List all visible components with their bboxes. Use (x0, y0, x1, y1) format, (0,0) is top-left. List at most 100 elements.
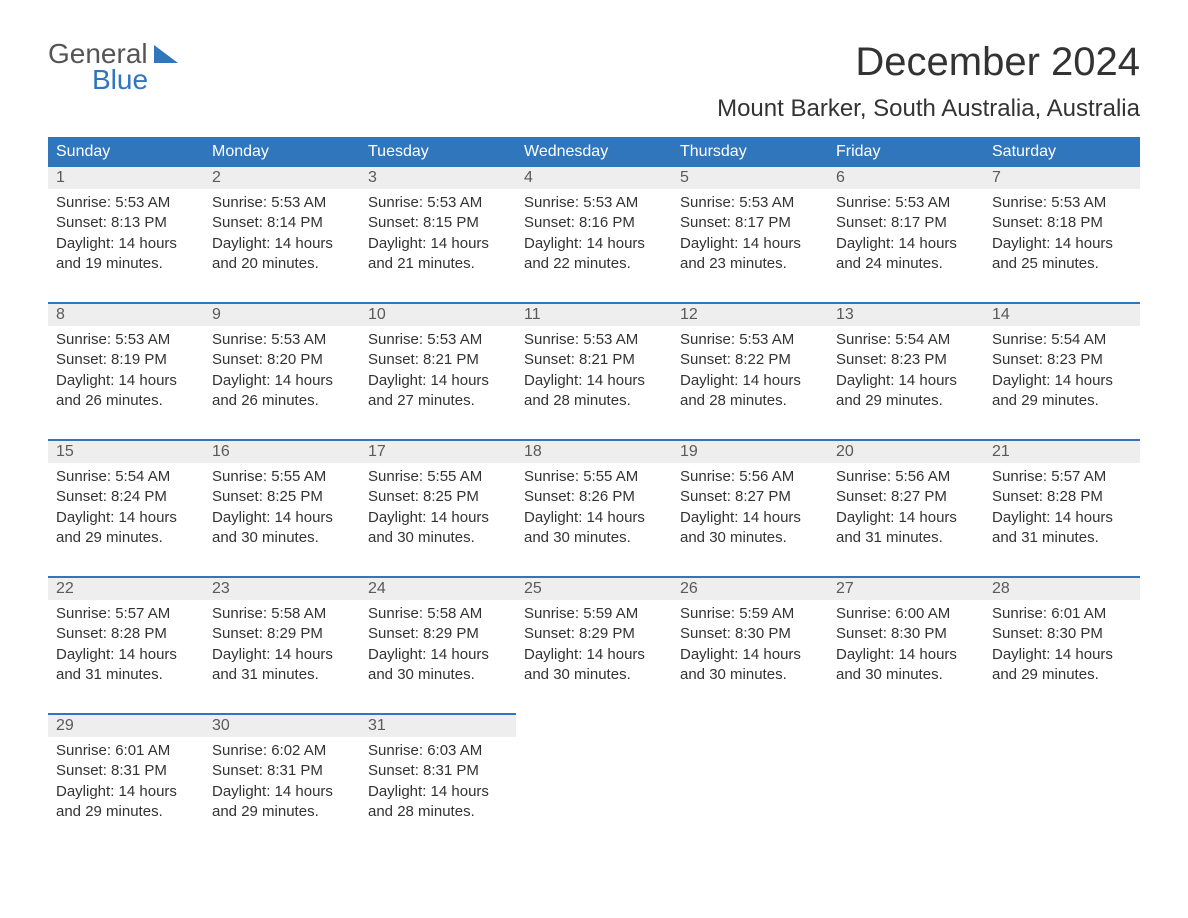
day-number: 6 (828, 167, 984, 189)
daylight-line2: and 30 minutes. (368, 665, 508, 685)
daylight-line1: Daylight: 14 hours (212, 782, 352, 802)
logo-text-bottom: Blue (48, 66, 178, 94)
daylight-line2: and 30 minutes. (680, 528, 820, 548)
day-number-row: 22232425262728 (48, 577, 1140, 600)
day-number: 4 (516, 167, 672, 189)
sunrise-line: Sunrise: 5:53 AM (836, 193, 976, 213)
day-number: 18 (516, 440, 672, 463)
col-wednesday: Wednesday (516, 137, 672, 167)
daylight-line1: Daylight: 14 hours (836, 234, 976, 254)
sunrise-line: Sunrise: 5:53 AM (368, 330, 508, 350)
daylight-line2: and 31 minutes. (992, 528, 1132, 548)
sunset-line: Sunset: 8:31 PM (56, 761, 196, 781)
daylight-line1: Daylight: 14 hours (56, 508, 196, 528)
daylight-line2: and 29 minutes. (836, 391, 976, 411)
sunset-line: Sunset: 8:18 PM (992, 213, 1132, 233)
sunrise-line: Sunrise: 5:55 AM (212, 467, 352, 487)
day-body-row: Sunrise: 5:53 AMSunset: 8:13 PMDaylight:… (48, 189, 1140, 303)
logo-flag-icon (154, 45, 178, 63)
day-number: 3 (360, 167, 516, 189)
sunrise-line: Sunrise: 6:01 AM (992, 604, 1132, 624)
sunrise-line: Sunrise: 5:57 AM (56, 604, 196, 624)
sunrise-line: Sunrise: 5:58 AM (368, 604, 508, 624)
daylight-line1: Daylight: 14 hours (836, 508, 976, 528)
day-number: 9 (204, 303, 360, 326)
day-number: 23 (204, 577, 360, 600)
daylight-line2: and 30 minutes. (836, 665, 976, 685)
day-number: 19 (672, 440, 828, 463)
col-friday: Friday (828, 137, 984, 167)
sunrise-line: Sunrise: 5:53 AM (680, 193, 820, 213)
day-cell: Sunrise: 5:53 AMSunset: 8:14 PMDaylight:… (204, 189, 360, 303)
daylight-line1: Daylight: 14 hours (524, 371, 664, 391)
day-number: 5 (672, 167, 828, 189)
daylight-line2: and 25 minutes. (992, 254, 1132, 274)
calendar-table: Sunday Monday Tuesday Wednesday Thursday… (48, 137, 1140, 850)
day-cell: Sunrise: 5:53 AMSunset: 8:22 PMDaylight:… (672, 326, 828, 440)
sunrise-line: Sunrise: 5:53 AM (212, 193, 352, 213)
day-cell: Sunrise: 5:59 AMSunset: 8:30 PMDaylight:… (672, 600, 828, 714)
sunset-line: Sunset: 8:25 PM (212, 487, 352, 507)
sunrise-line: Sunrise: 6:01 AM (56, 741, 196, 761)
day-cell: Sunrise: 5:54 AMSunset: 8:24 PMDaylight:… (48, 463, 204, 577)
day-number: 13 (828, 303, 984, 326)
sunset-line: Sunset: 8:19 PM (56, 350, 196, 370)
day-cell: Sunrise: 5:57 AMSunset: 8:28 PMDaylight:… (984, 463, 1140, 577)
daylight-line1: Daylight: 14 hours (368, 645, 508, 665)
day-number: 17 (360, 440, 516, 463)
sunrise-line: Sunrise: 5:56 AM (836, 467, 976, 487)
sunrise-line: Sunrise: 6:00 AM (836, 604, 976, 624)
sunrise-line: Sunrise: 6:03 AM (368, 741, 508, 761)
col-sunday: Sunday (48, 137, 204, 167)
day-number: 14 (984, 303, 1140, 326)
day-cell: Sunrise: 5:55 AMSunset: 8:26 PMDaylight:… (516, 463, 672, 577)
sunrise-line: Sunrise: 5:53 AM (56, 193, 196, 213)
sunset-line: Sunset: 8:16 PM (524, 213, 664, 233)
day-cell: Sunrise: 6:02 AMSunset: 8:31 PMDaylight:… (204, 737, 360, 850)
day-number: 28 (984, 577, 1140, 600)
daylight-line2: and 28 minutes. (368, 802, 508, 822)
daylight-line2: and 29 minutes. (56, 802, 196, 822)
col-saturday: Saturday (984, 137, 1140, 167)
day-cell: Sunrise: 6:01 AMSunset: 8:31 PMDaylight:… (48, 737, 204, 850)
sunrise-line: Sunrise: 5:53 AM (368, 193, 508, 213)
sunset-line: Sunset: 8:23 PM (992, 350, 1132, 370)
day-number: 10 (360, 303, 516, 326)
day-body-row: Sunrise: 5:53 AM Sunset: 8:19 PM Daylight:… (48, 326, 1140, 440)
daylight-line2: and 31 minutes. (836, 528, 976, 548)
sunset-line: Sunset: 8:30 PM (836, 624, 976, 644)
daylight-line2: and 28 minutes. (524, 391, 664, 411)
sunrise-line: Sunrise: 5:53 AM (524, 330, 664, 350)
day-cell: Sunrise: 5:57 AMSunset: 8:28 PMDaylight:… (48, 600, 204, 714)
sunset-line: Sunset: 8:22 PM (680, 350, 820, 370)
daylight-line2: and 28 minutes. (680, 391, 820, 411)
sunrise-line: Sunrise: 5:57 AM (992, 467, 1132, 487)
sunrise-line: Sunrise: 5:55 AM (368, 467, 508, 487)
title-block: December 2024 Mount Barker, South Austra… (717, 40, 1140, 123)
sunset-line: Sunset: 8:21 PM (524, 350, 664, 370)
empty-cell (984, 737, 1140, 850)
day-cell: Sunrise: 5:53 AMSunset: 8:21 PMDaylight:… (516, 326, 672, 440)
sunset-line: Sunset: 8:15 PM (368, 213, 508, 233)
sunrise-line: Sunrise: 5:53 AM (680, 330, 820, 350)
daylight-line1: Daylight: 14 hours (680, 371, 820, 391)
day-cell: Sunrise: 5:54 AMSunset: 8:23 PMDaylight:… (828, 326, 984, 440)
daylight-line1: Daylight: 14 hours (212, 234, 352, 254)
sunrise-line: Sunrise: 5:55 AM (524, 467, 664, 487)
day-number: 30 (204, 714, 360, 737)
day-number-row: 293031 (48, 714, 1140, 737)
daylight-line2: and 29 minutes. (56, 528, 196, 548)
day-number: 26 (672, 577, 828, 600)
sunrise-line: Sunrise: 6:02 AM (212, 741, 352, 761)
day-number: 11 (516, 303, 672, 326)
daylight-line1: Daylight: 14 hours (992, 371, 1132, 391)
day-number: 21 (984, 440, 1140, 463)
daylight-line2: and 21 minutes. (368, 254, 508, 274)
daylight-line1: Daylight: 14 hours (524, 645, 664, 665)
daylight-line1: Daylight: 14 hours (368, 782, 508, 802)
sunrise-line: Sunrise: 5:56 AM (680, 467, 820, 487)
day-number: 25 (516, 577, 672, 600)
day-cell: Sunrise: 5:53 AMSunset: 8:18 PMDaylight:… (984, 189, 1140, 303)
sunset-line: Sunset: 8:23 PM (836, 350, 976, 370)
day-cell: Sunrise: 5:53 AMSunset: 8:17 PMDaylight:… (672, 189, 828, 303)
